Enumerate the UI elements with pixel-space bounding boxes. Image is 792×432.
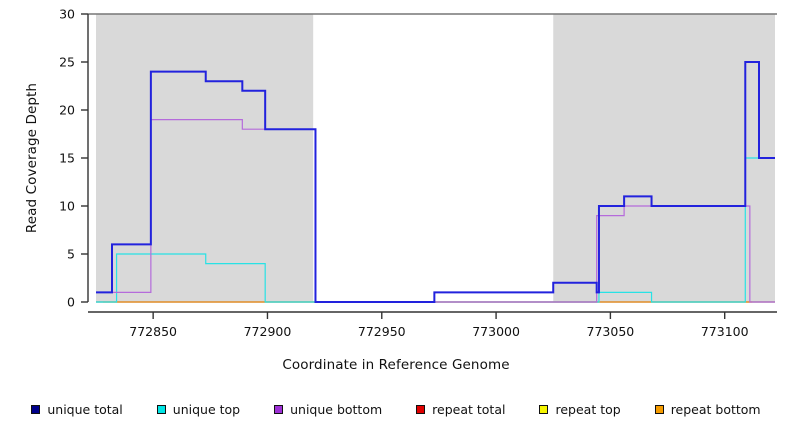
legend-item-label: unique total xyxy=(47,401,123,417)
chart-legend: unique total unique top unique bottom repea… xyxy=(0,398,792,420)
y-tick-label: 15 xyxy=(59,151,75,166)
x-tick-label: 773100 xyxy=(701,324,749,339)
repeat-region-right xyxy=(553,14,775,302)
legend-item-unique-total: unique total xyxy=(31,401,123,417)
legend-item-unique-top: unique top xyxy=(156,401,241,417)
x-tick-label: 773050 xyxy=(587,324,635,339)
y-tick-label: 10 xyxy=(59,199,75,214)
square-swatch xyxy=(539,404,549,414)
square-swatch xyxy=(654,404,664,414)
square-swatch xyxy=(274,404,284,414)
y-tick-label: 20 xyxy=(59,103,75,118)
x-tick-label: 772900 xyxy=(244,324,292,339)
legend-item-unique-bottom: unique bottom xyxy=(274,402,382,417)
x-tick-label: 773000 xyxy=(472,324,520,339)
legend-item-repeat-total: repeat total xyxy=(416,402,505,417)
repeat-region-left xyxy=(96,14,314,302)
legend-item-label: repeat bottom xyxy=(670,401,761,417)
x-tick-label: 772850 xyxy=(129,324,177,339)
x-axis-title: Coordinate in Reference Genome xyxy=(282,357,510,373)
series-unique-total xyxy=(96,61,775,303)
y-tick-label: 0 xyxy=(67,295,75,310)
y-tick-label: 30 xyxy=(59,7,75,22)
legend-item-label: repeat top xyxy=(555,401,621,417)
legend-item-repeat-top: repeat top xyxy=(539,401,621,417)
legend-item-label: unique top xyxy=(172,401,241,417)
x-tick-label: 772950 xyxy=(358,324,406,339)
square-swatch xyxy=(31,404,41,414)
square-swatch xyxy=(416,404,426,414)
legend-item-label: unique bottom xyxy=(290,401,383,417)
legend-item-repeat-bottom: repeat bottom xyxy=(654,401,761,417)
square-swatch xyxy=(156,404,166,414)
y-tick-label: 25 xyxy=(59,55,75,70)
legend-item-label: repeat total xyxy=(432,401,506,417)
y-axis-title: Read Coverage Depth xyxy=(24,82,40,234)
y-tick-label: 5 xyxy=(67,247,75,262)
